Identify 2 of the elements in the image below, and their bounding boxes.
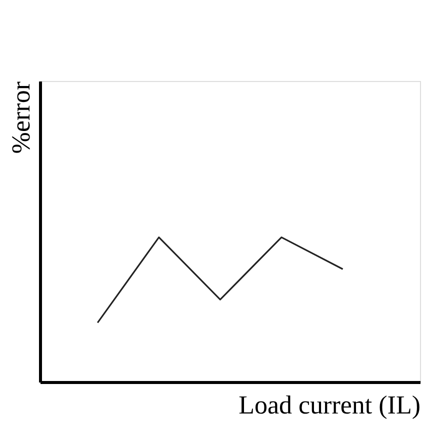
- y-axis-title: %error: [6, 81, 36, 154]
- x-axis-title: Load current (IL): [238, 390, 420, 420]
